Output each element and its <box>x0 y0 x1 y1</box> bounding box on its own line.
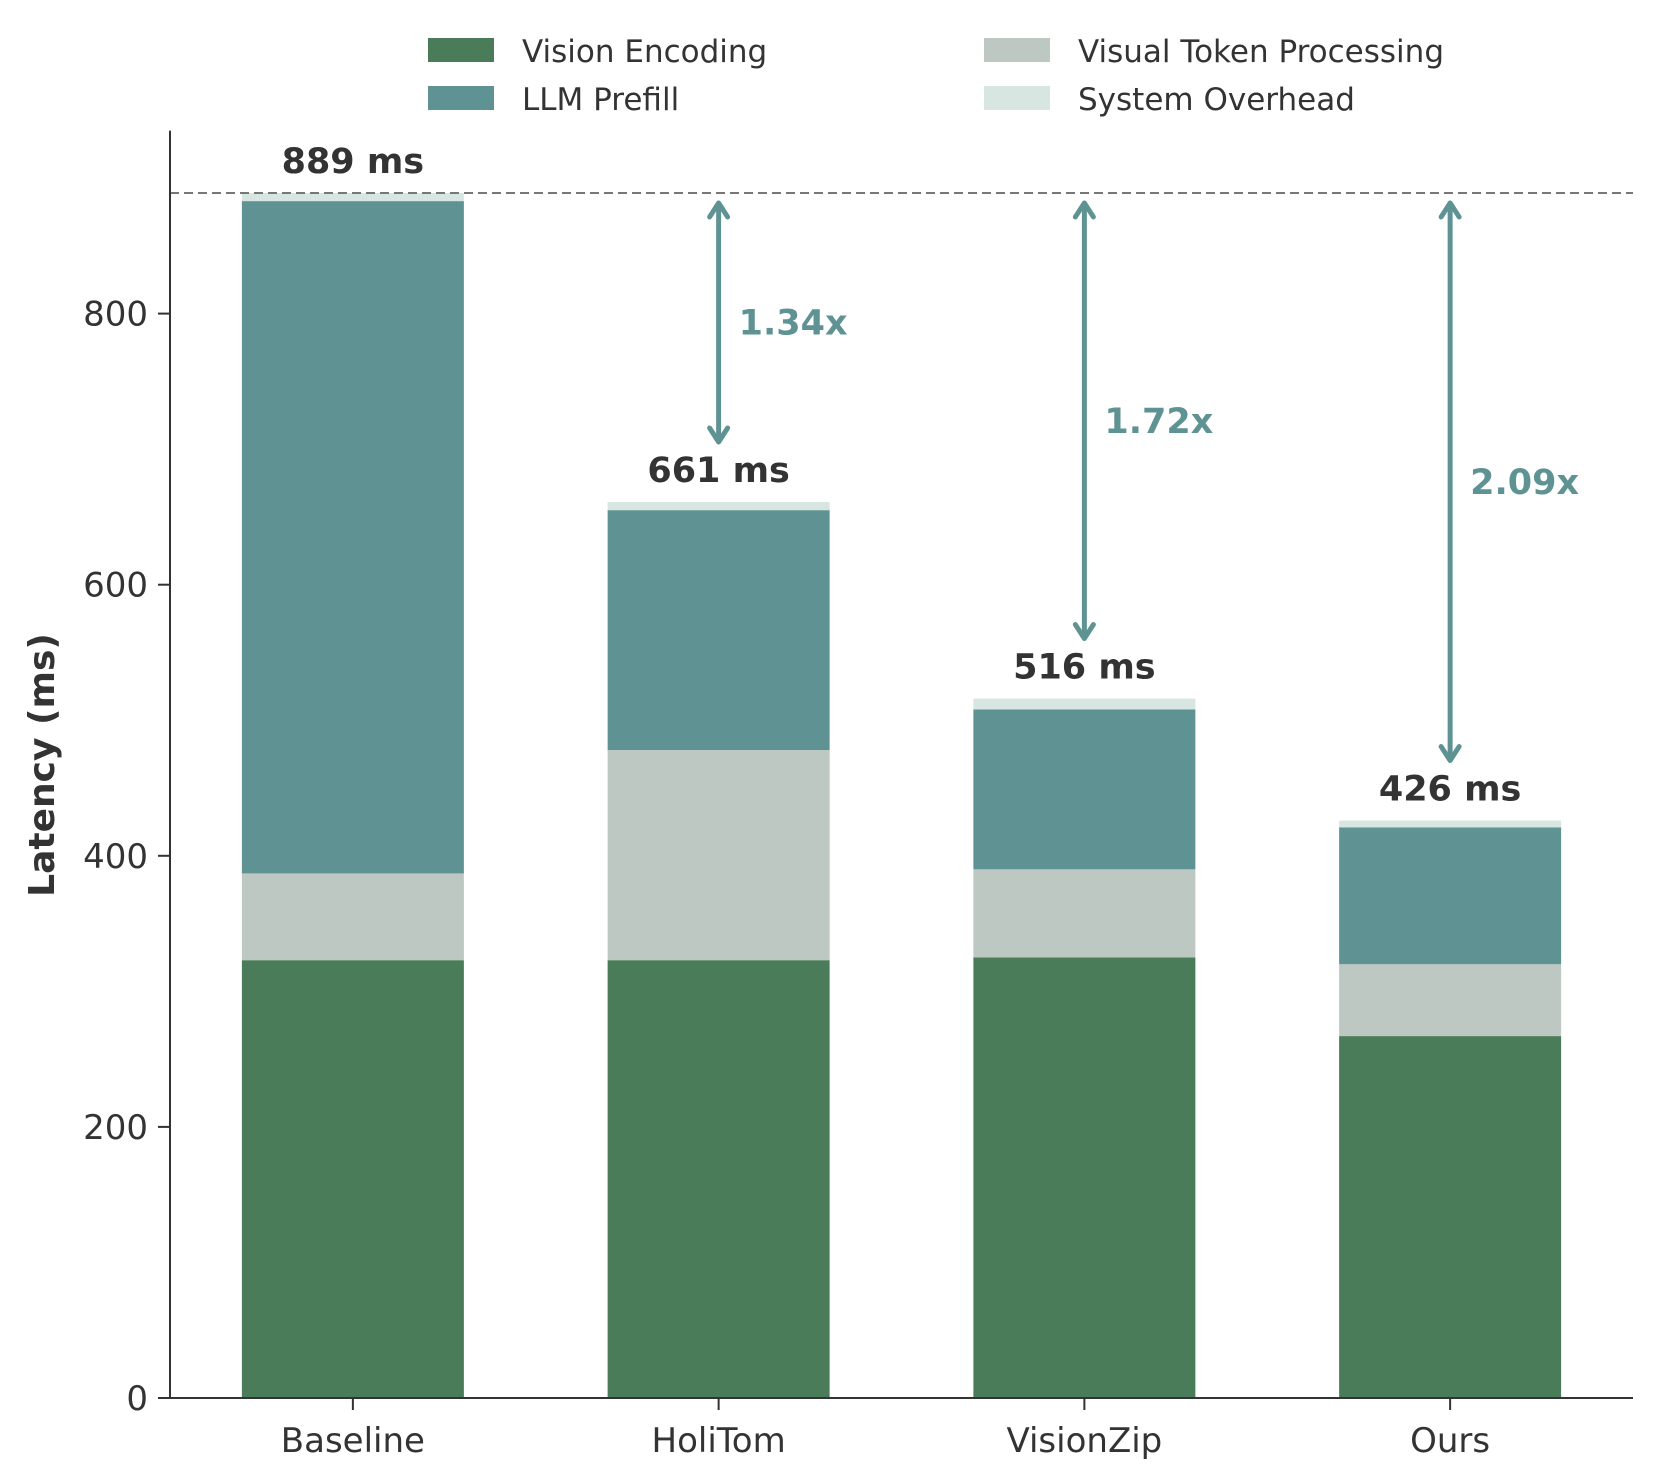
speedup-arrow-head-top-1 <box>707 200 731 220</box>
total-label-2: 661 ms <box>647 451 790 491</box>
bar-segment-4-2 <box>1339 964 1562 1037</box>
bar-segment-2-3 <box>607 510 830 751</box>
bar-segment-2-1 <box>607 960 830 1398</box>
bar-segment-1-3 <box>241 201 464 874</box>
bar-segment-1-1 <box>241 960 464 1398</box>
bar-segment-2-2 <box>607 750 830 961</box>
total-label-3: 516 ms <box>1013 648 1156 688</box>
speedup-label-1: 1.34x <box>739 303 848 343</box>
labels-layer: 889 ms 661 ms 516 ms 426 ms <box>282 142 1522 810</box>
y-tick-label-5: 800 <box>83 295 148 335</box>
total-label-4: 426 ms <box>1379 770 1522 810</box>
x-tick-label-1: Baseline <box>281 1421 425 1461</box>
legend-label-1: Vision Encoding <box>522 34 767 70</box>
speedup-arrows-layer: 1.34x 1.72x 2.09x <box>707 200 1579 764</box>
legend-label-2: Visual Token Processing <box>1078 34 1444 70</box>
legend-swatch-1 <box>428 38 494 62</box>
speedup-label-3: 2.09x <box>1470 463 1579 503</box>
y-tick-label-1: 0 <box>126 1379 148 1419</box>
legend-swatch-4 <box>984 86 1050 110</box>
speedup-arrow-head-top-2 <box>1072 200 1096 220</box>
bar-segment-3-4 <box>973 698 1196 710</box>
x-tick-label-2: HoliTom <box>652 1421 786 1461</box>
bar-segment-1-4 <box>241 192 464 202</box>
speedup-arrow-head-bottom-2 <box>1072 622 1096 642</box>
speedup-arrow-head-bottom-3 <box>1438 744 1462 764</box>
bar-segment-3-3 <box>973 709 1196 870</box>
bar-segment-3-1 <box>973 957 1196 1398</box>
bar-segment-3-2 <box>973 869 1196 958</box>
axes-layer: 0 200 400 600 800 Baseline HoliTom VisionZip Our… <box>83 130 1633 1461</box>
y-tick-label-4: 600 <box>83 566 148 606</box>
bar-segment-4-3 <box>1339 827 1562 965</box>
y-tick-label-2: 200 <box>83 1108 148 1148</box>
legend-label-4: System Overhead <box>1078 82 1355 118</box>
bar-segment-4-4 <box>1339 820 1562 828</box>
speedup-arrow-head-bottom-1 <box>707 425 731 445</box>
legend-swatch-2 <box>984 38 1050 62</box>
x-tick-label-4: Ours <box>1410 1421 1490 1461</box>
legend: Vision Encoding Visual Token Processing LL… <box>428 34 1444 118</box>
bar-segment-1-2 <box>241 873 464 961</box>
legend-label-3: LLM Prefill <box>522 82 679 118</box>
x-tick-label-3: VisionZip <box>1006 1421 1162 1461</box>
speedup-label-2: 1.72x <box>1104 402 1213 442</box>
bar-segment-2-4 <box>607 502 830 511</box>
speedup-arrow-head-top-3 <box>1438 200 1462 220</box>
y-tick-label-3: 400 <box>83 837 148 877</box>
total-label-1: 889 ms <box>282 142 425 182</box>
bars-layer <box>241 192 1562 1398</box>
y-axis-label: Latency (ms) <box>22 633 63 897</box>
bar-segment-4-1 <box>1339 1036 1562 1398</box>
legend-swatch-3 <box>428 86 494 110</box>
